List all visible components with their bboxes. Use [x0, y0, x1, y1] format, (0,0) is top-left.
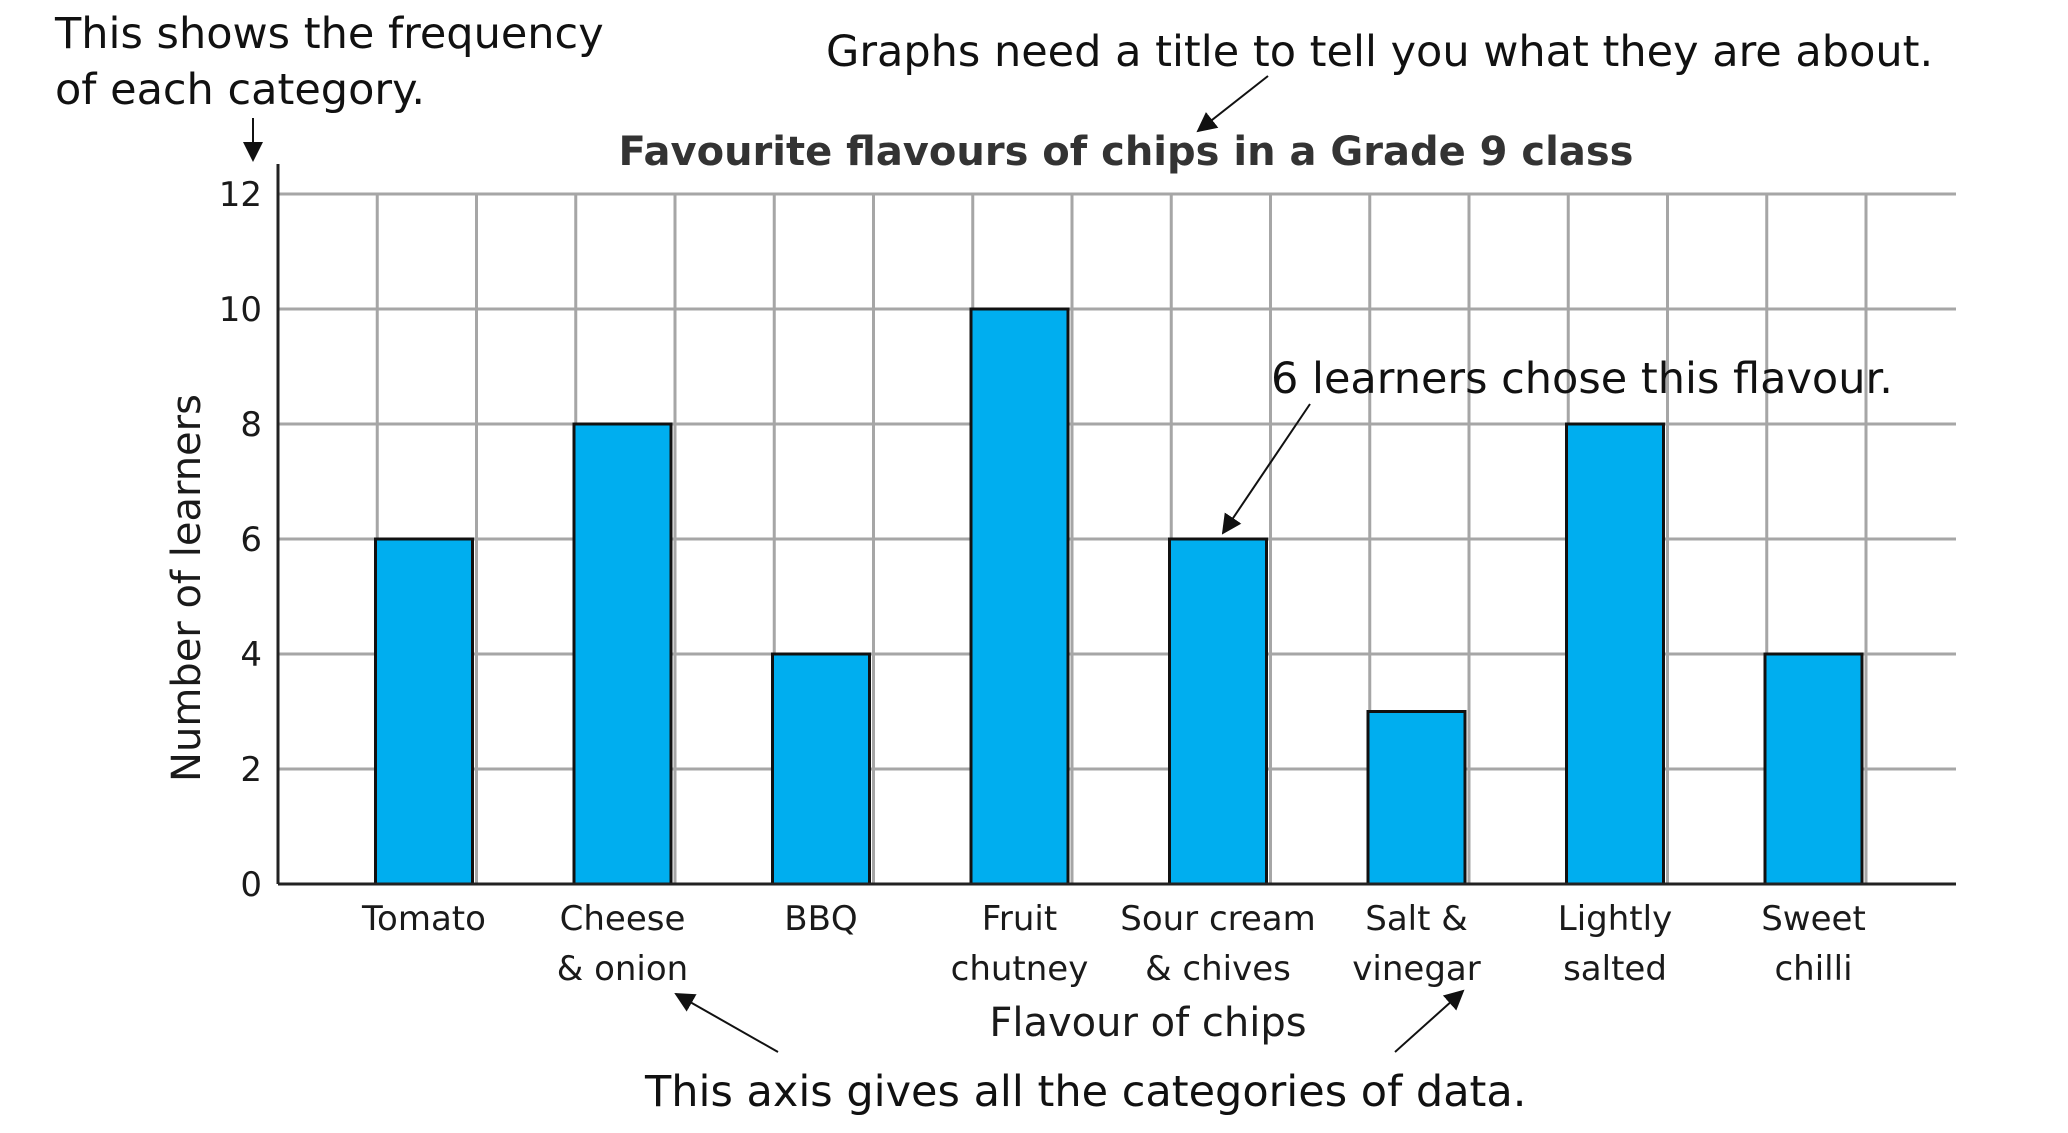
grid: [278, 192, 1956, 886]
y-tick-5: 10: [219, 290, 262, 330]
frequency-note-line-1: This shows the frequency: [54, 9, 604, 59]
axis-note-arrow-right: [1394, 989, 1465, 1053]
y-tick-labels: 0 2 4 6 8 10 12: [219, 175, 262, 905]
chart-title: Favourite flavours of chips in a Grade 9…: [619, 129, 1634, 175]
bar-4: [1168, 537, 1268, 886]
category-label-5-1: vinegar: [1352, 949, 1480, 989]
category-label-5-0: Salt &: [1365, 899, 1468, 939]
bar-6: [1565, 422, 1665, 886]
y-tick-4: 8: [240, 405, 262, 445]
category-label-3-1: chutney: [951, 949, 1089, 989]
frequency-note-line-2: of each category.: [55, 65, 425, 115]
bar-1: [572, 422, 673, 886]
axis-note-arrow-left: [674, 993, 779, 1053]
title-note: Graphs need a title to tell you what the…: [826, 27, 1933, 77]
category-label-2-0: BBQ: [784, 899, 857, 939]
y-tick-1: 2: [240, 750, 262, 790]
category-label-1-0: Cheese: [560, 899, 686, 939]
y-tick-2: 4: [240, 635, 262, 675]
category-label-4-1: & chives: [1145, 949, 1291, 989]
axes: [276, 164, 1956, 886]
category-label-4-0: Sour cream: [1120, 899, 1316, 939]
bar-note-arrow: [1221, 403, 1311, 535]
x-axis-title: Flavour of chips: [989, 1000, 1306, 1046]
bars: [374, 307, 1864, 886]
category-label-7-0: Sweet: [1761, 899, 1866, 939]
category-label-1-1: & onion: [557, 949, 688, 989]
y-tick-6: 12: [219, 175, 262, 215]
bar-5: [1366, 710, 1467, 886]
bar-note: 6 learners chose this flavour.: [1271, 354, 1893, 404]
y-tick-0: 0: [240, 865, 262, 905]
bar-3: [969, 307, 1070, 886]
y-tick-3: 6: [240, 520, 262, 560]
category-label-6-1: salted: [1563, 949, 1667, 989]
x-tick-labels: Tomato Cheese & onion BBQ Fruit chutney Sour c…: [361, 899, 1866, 989]
title-arrow: [1196, 75, 1269, 133]
category-label-6-0: Lightly: [1558, 899, 1672, 939]
category-label-0-0: Tomato: [361, 899, 486, 939]
y-axis-title: Number of learners: [164, 394, 210, 782]
category-label-3-0: Fruit: [982, 899, 1057, 939]
category-label-7-1: chilli: [1774, 949, 1852, 989]
bar-7: [1763, 652, 1864, 886]
bar-0: [374, 537, 474, 886]
bar-2: [771, 652, 871, 886]
axis-note: This axis gives all the categories of da…: [644, 1067, 1526, 1117]
